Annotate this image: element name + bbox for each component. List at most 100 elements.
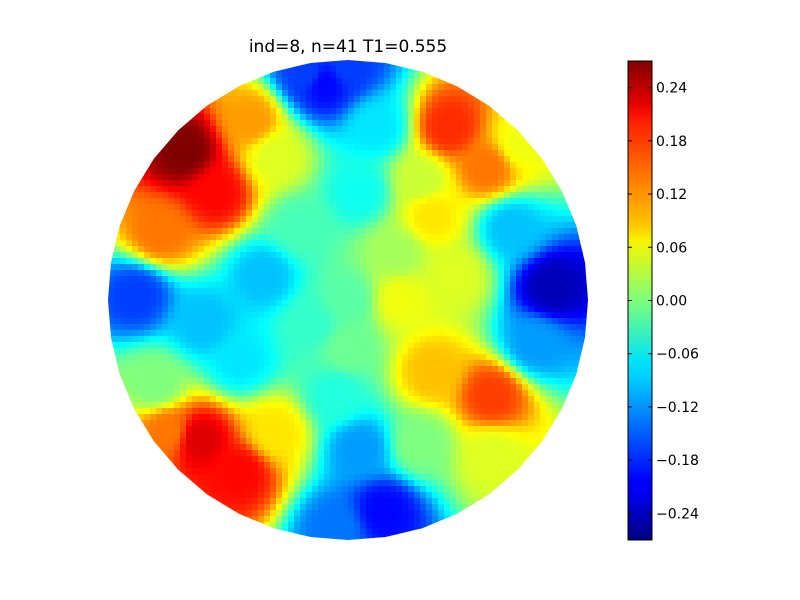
heatmap-cell <box>186 144 193 151</box>
heatmap-cell <box>486 192 493 199</box>
heatmap-cell <box>456 462 463 469</box>
heatmap-cell <box>414 444 421 451</box>
heatmap-cell <box>492 450 499 457</box>
heatmap-cell <box>444 180 451 187</box>
heatmap-cell <box>276 396 283 403</box>
heatmap-cell <box>378 294 385 301</box>
heatmap-cell <box>450 126 457 133</box>
heatmap-cell <box>390 216 397 223</box>
heatmap-cell <box>420 402 427 409</box>
heatmap-cell <box>210 402 217 409</box>
heatmap-cell <box>396 264 403 271</box>
heatmap-cell <box>228 84 235 91</box>
heatmap-cell <box>480 312 487 319</box>
heatmap-cell <box>438 456 445 463</box>
heatmap-cell <box>552 414 559 421</box>
heatmap-cell <box>240 426 247 433</box>
heatmap-cell <box>282 162 289 169</box>
heatmap-cell <box>402 222 409 229</box>
heatmap-cell <box>450 186 457 193</box>
heatmap-cell <box>510 408 517 415</box>
heatmap-cell <box>318 96 325 103</box>
heatmap-cell <box>492 438 499 445</box>
heatmap-cell <box>222 282 229 289</box>
heatmap-cell <box>180 192 187 199</box>
heatmap-cell <box>150 174 157 181</box>
heatmap-cell <box>198 168 205 175</box>
heatmap-cell <box>480 150 487 157</box>
heatmap-cell <box>480 354 487 361</box>
heatmap-cell <box>444 318 451 325</box>
heatmap-cell <box>318 90 325 97</box>
heatmap-cell <box>426 378 433 385</box>
heatmap-cell <box>360 480 367 487</box>
heatmap-cell <box>498 240 505 247</box>
heatmap-cell <box>360 354 367 361</box>
heatmap-cell <box>378 402 385 409</box>
heatmap-cell <box>246 162 253 169</box>
heatmap-cell <box>318 150 325 157</box>
heatmap-cell <box>450 324 457 331</box>
heatmap-cell <box>270 360 277 367</box>
heatmap-cell <box>414 150 421 157</box>
heatmap-cell <box>468 258 475 265</box>
heatmap-cell <box>468 216 475 223</box>
heatmap-cell <box>156 216 163 223</box>
heatmap-cell <box>258 210 265 217</box>
heatmap-cell <box>450 444 457 451</box>
heatmap-cell <box>516 312 523 319</box>
heatmap-cell <box>390 438 397 445</box>
heatmap-cell <box>564 210 571 217</box>
heatmap-cell <box>234 474 241 481</box>
heatmap-cell <box>252 96 259 103</box>
heatmap-cell <box>222 396 229 403</box>
heatmap-cell <box>336 114 343 121</box>
heatmap-cell <box>324 420 331 427</box>
heatmap-cell <box>318 462 325 469</box>
heatmap-cell <box>504 402 511 409</box>
heatmap-cell <box>204 450 211 457</box>
heatmap-cell <box>324 462 331 469</box>
heatmap-cell <box>312 240 319 247</box>
heatmap-cell <box>186 222 193 229</box>
heatmap-cell <box>516 390 523 397</box>
heatmap-cell <box>516 168 523 175</box>
heatmap-cell <box>240 270 247 277</box>
heatmap-cell <box>480 144 487 151</box>
heatmap-cell <box>342 438 349 445</box>
heatmap-cell <box>534 264 541 271</box>
heatmap-cell <box>498 144 505 151</box>
heatmap-cell <box>354 438 361 445</box>
heatmap-cell <box>384 168 391 175</box>
heatmap-cell <box>246 486 253 493</box>
heatmap-cell <box>138 276 145 283</box>
heatmap-cell <box>342 282 349 289</box>
heatmap-cell <box>222 360 229 367</box>
heatmap-cell <box>252 318 259 325</box>
heatmap-cell <box>186 270 193 277</box>
heatmap-cell <box>258 468 265 475</box>
heatmap-cell <box>480 96 487 103</box>
heatmap-cell <box>450 120 457 127</box>
heatmap-cell <box>120 216 127 223</box>
heatmap-cell <box>174 390 181 397</box>
heatmap-cell <box>318 162 325 169</box>
heatmap-cell <box>474 366 481 373</box>
heatmap-cell <box>240 186 247 193</box>
heatmap-cell <box>342 312 349 319</box>
heatmap-cell <box>252 330 259 337</box>
heatmap-cell <box>252 258 259 265</box>
heatmap-cell <box>282 66 289 73</box>
heatmap-cell <box>420 264 427 271</box>
heatmap-cell <box>204 402 211 409</box>
heatmap-cell <box>342 330 349 337</box>
heatmap-cell <box>456 324 463 331</box>
heatmap-cell <box>354 396 361 403</box>
heatmap-cell <box>474 132 481 139</box>
heatmap-cell <box>354 312 361 319</box>
heatmap-cell <box>264 126 271 133</box>
heatmap-cell <box>540 216 547 223</box>
heatmap-cell <box>162 456 169 463</box>
heatmap-cell <box>450 462 457 469</box>
heatmap-cell <box>180 150 187 157</box>
